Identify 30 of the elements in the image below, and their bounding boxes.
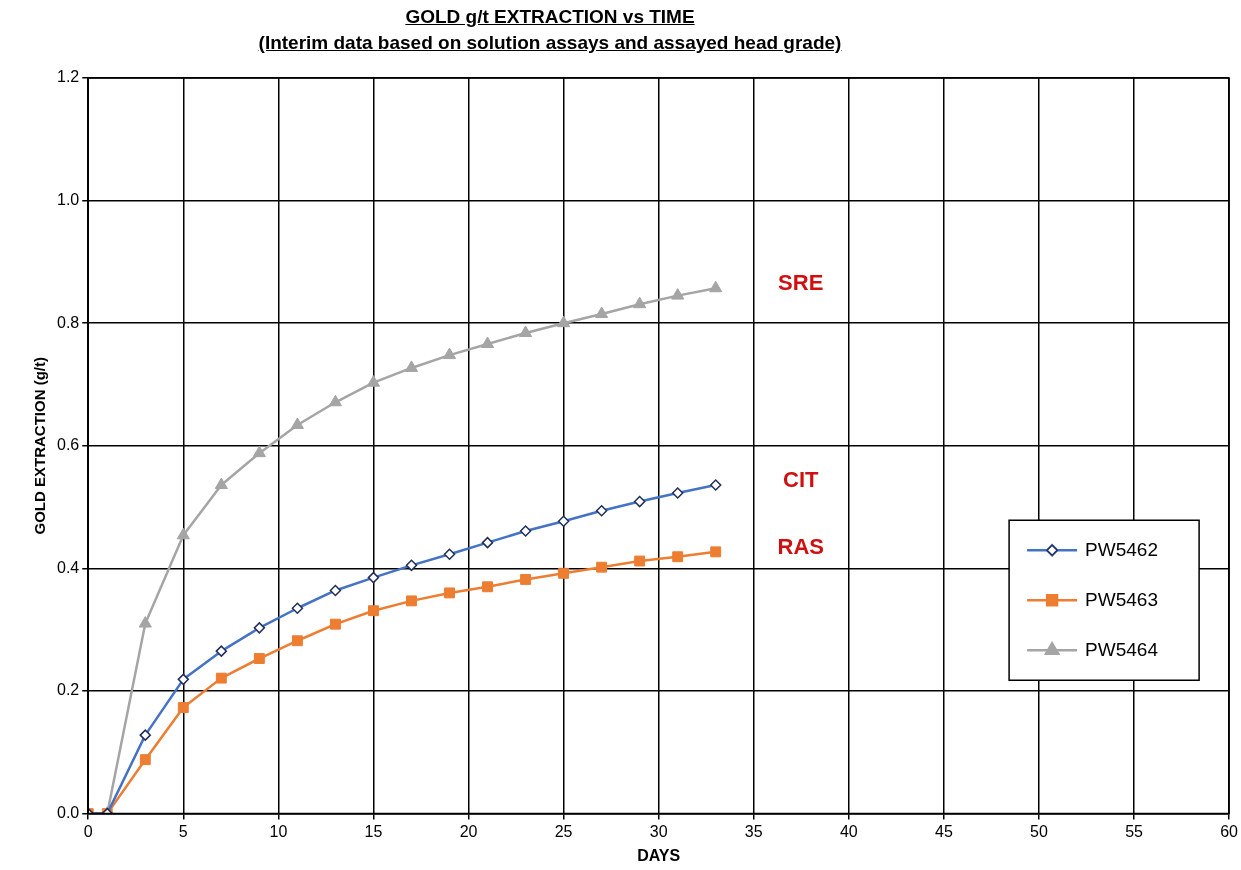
x-tick-label: 50 [1030, 822, 1048, 840]
legend-label: PW5464 [1085, 638, 1159, 660]
x-tick-label: 30 [649, 822, 668, 840]
annotation: SRE [778, 270, 824, 296]
legend-label: PW5463 [1085, 588, 1158, 610]
y-tick-label: 0.4 [56, 558, 80, 576]
annotation: RAS [777, 533, 824, 559]
x-tick-label: 35 [744, 822, 763, 840]
x-tick-label: 25 [554, 822, 573, 840]
y-axis-title: GOLD EXTRACTION (g/t) [31, 357, 49, 535]
x-axis-title: DAYS [637, 846, 681, 864]
x-tick-label: 60 [1220, 822, 1239, 840]
y-tick-label: 1.2 [56, 68, 80, 86]
x-tick-label: 10 [269, 822, 288, 840]
y-tick-label: 1.0 [56, 191, 80, 209]
x-tick-label: 40 [839, 822, 858, 840]
x-tick-label: 20 [459, 822, 478, 840]
x-tick-label: 5 [178, 822, 188, 840]
x-tick-label: 15 [364, 822, 383, 840]
y-tick-label: 0.8 [56, 313, 80, 331]
y-tick-label: 0.6 [56, 436, 80, 454]
x-tick-label: 0 [83, 822, 93, 840]
annotation: CIT [782, 467, 819, 493]
chart-subtitle: (Interim data based on solution assays and assayed head grade) [257, 32, 843, 54]
chart-title: GOLD g/t EXTRACTION vs TIME [404, 6, 696, 28]
x-tick-label: 45 [934, 822, 953, 840]
y-tick-label: 0.2 [56, 681, 80, 699]
legend-label: PW5462 [1085, 538, 1158, 560]
y-tick-label: 0.0 [56, 804, 80, 822]
x-tick-label: 55 [1125, 822, 1144, 840]
